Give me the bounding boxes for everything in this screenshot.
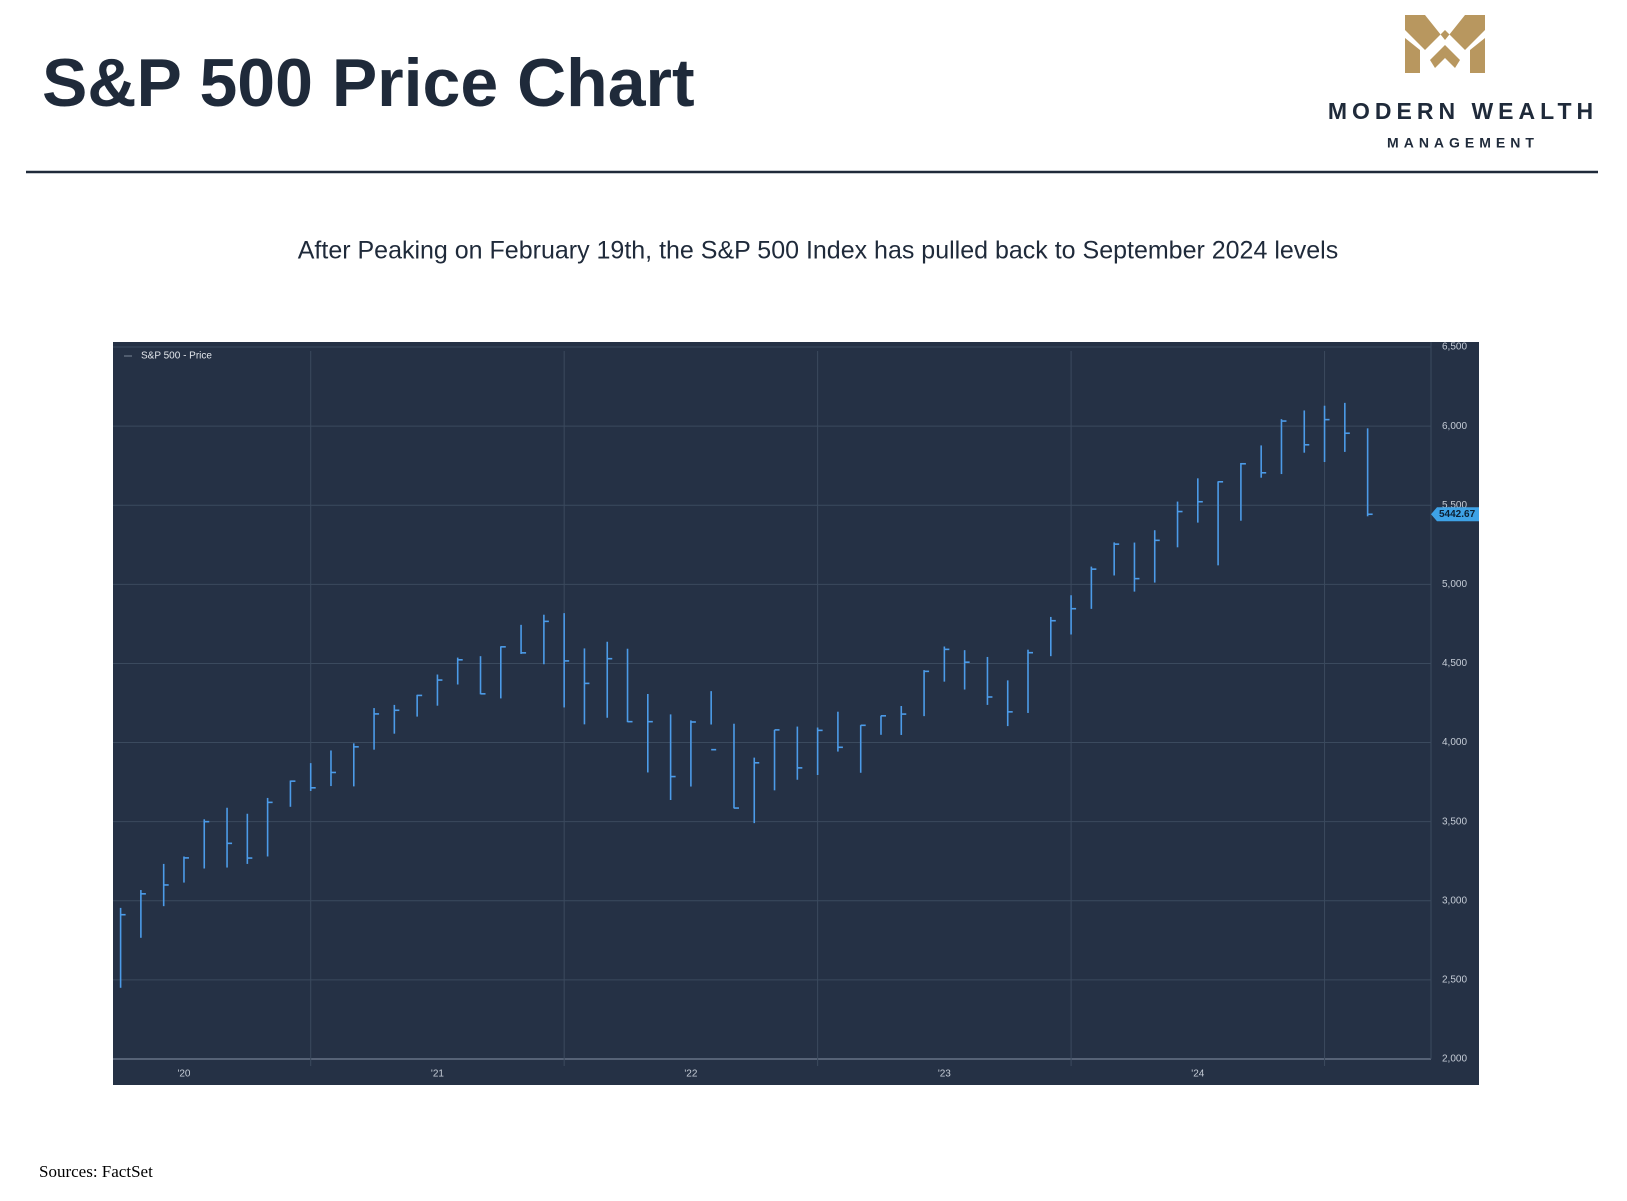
y-tick-label: 5,000 (1442, 579, 1467, 590)
x-tick-label: '22 (684, 1069, 697, 1080)
x-tick-label: '23 (938, 1069, 951, 1080)
y-tick-label: 2,000 (1442, 1054, 1467, 1065)
last-price-tag (1431, 507, 1479, 522)
chart-subtitle: After Peaking on February 19th, the S&P … (298, 237, 1338, 265)
legend-label: S&P 500 - Price (141, 351, 212, 362)
source-note: Sources: FactSet (39, 1162, 153, 1181)
x-tick-label: '21 (431, 1069, 444, 1080)
y-tick-label: 3,000 (1442, 895, 1467, 906)
logo-subtext: MANAGEMENT (1387, 135, 1539, 151)
logo (1405, 15, 1485, 73)
y-tick-label: 6,000 (1442, 421, 1467, 432)
x-tick-label: '20 (177, 1069, 190, 1080)
last-price-label: 5442.67 (1439, 509, 1476, 520)
y-tick-label: 4,500 (1442, 658, 1467, 669)
chart-panel (113, 342, 1479, 1085)
page-title: S&P 500 Price Chart (42, 45, 695, 121)
y-tick-label: 5,500 (1442, 500, 1467, 511)
plot: 2,000 2,500 3,000 3,500 4,000 4,500 5,000 5,500… (113, 342, 1479, 1080)
y-tick-label: 2,500 (1442, 975, 1467, 986)
y-tick-label: 4,000 (1442, 737, 1467, 748)
y-tick-label: 6,500 (1442, 342, 1467, 353)
x-tick-label: '24 (1191, 1069, 1204, 1080)
logo-mark-bottom (1405, 38, 1485, 73)
logo-mark-top (1405, 15, 1485, 50)
y-tick-label: 3,500 (1442, 816, 1467, 827)
logo-text: MODERN WEALTH (1328, 98, 1598, 124)
